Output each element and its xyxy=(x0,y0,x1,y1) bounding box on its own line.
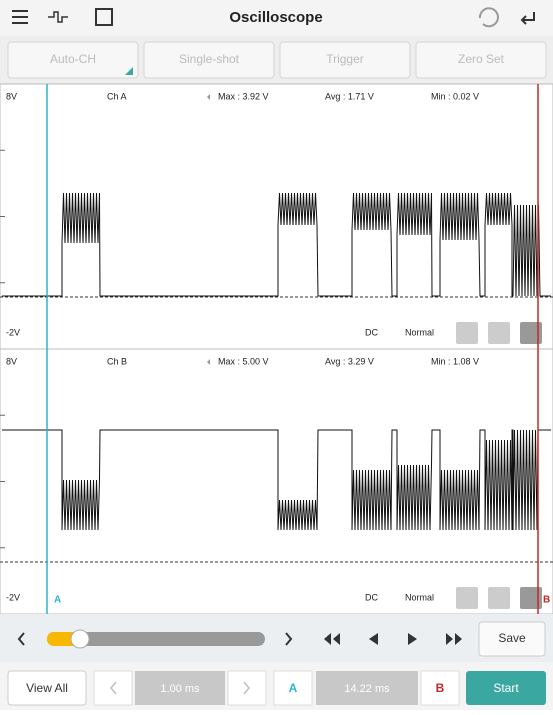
avg-value: Avg : 1.71 V xyxy=(325,91,374,101)
top-voltage: 8V xyxy=(6,91,17,101)
signal-icon[interactable] xyxy=(48,11,68,23)
start-text: Start xyxy=(493,681,519,695)
toolbar-button-label: Trigger xyxy=(326,52,364,66)
coupling: DC xyxy=(365,592,378,602)
bottom-voltage: -2V xyxy=(6,327,20,337)
min-value: Min : 1.08 V xyxy=(431,356,479,366)
time-base-box xyxy=(135,671,225,705)
step-forward-icon[interactable] xyxy=(408,633,417,645)
back-icon[interactable] xyxy=(520,12,535,25)
header-icons xyxy=(12,7,535,28)
toolbar-button[interactable] xyxy=(415,41,547,79)
cursor-b-button[interactable] xyxy=(420,670,460,706)
toolbar-button-label: Single-shot xyxy=(179,52,240,66)
step-back-icon[interactable] xyxy=(369,633,378,645)
cursor-b-label: B xyxy=(543,595,550,606)
channel-panel xyxy=(0,83,553,350)
save-button[interactable] xyxy=(478,621,546,657)
toolbar-button-label: Zero Set xyxy=(458,52,505,66)
toolbar-button[interactable] xyxy=(7,41,139,79)
next-icon[interactable] xyxy=(285,632,293,646)
settings-icon[interactable] xyxy=(12,10,28,24)
rewind-icon[interactable] xyxy=(324,633,340,645)
dropdown-corner xyxy=(125,67,133,75)
toolbar-button-label: Auto-CH xyxy=(50,52,96,66)
delete-icon[interactable] xyxy=(456,322,478,344)
cursor-a-button[interactable] xyxy=(273,670,313,706)
min-value: Min : 0.02 V xyxy=(431,91,479,101)
waveform xyxy=(2,429,551,531)
channel-panel xyxy=(0,348,553,615)
decrease-button[interactable] xyxy=(93,670,133,706)
slider-track[interactable] xyxy=(47,632,265,646)
forward-icon[interactable] xyxy=(446,633,462,645)
move-icon[interactable] xyxy=(488,322,510,344)
refresh-icon[interactable] xyxy=(478,7,499,28)
cursor-a-label: A xyxy=(54,595,61,606)
trigger-mode: Normal xyxy=(405,327,434,337)
title: Oscilloscope xyxy=(229,9,322,26)
delete-icon[interactable] xyxy=(456,587,478,609)
max-arrow xyxy=(207,359,210,365)
slider-thumb[interactable] xyxy=(70,629,90,649)
delta-time: 14.22 ms xyxy=(344,683,390,695)
max-value: Max : 5.00 V xyxy=(218,356,269,366)
waveform xyxy=(2,192,551,297)
save-icon[interactable] xyxy=(95,8,113,26)
max-arrow xyxy=(207,94,210,100)
prev-icon[interactable] xyxy=(17,632,25,646)
coupling: DC xyxy=(365,327,378,337)
decrease-icon xyxy=(110,681,117,695)
save-text: Save xyxy=(498,631,526,645)
avg-value: Avg : 3.29 V xyxy=(325,356,374,366)
toolbar-button[interactable] xyxy=(279,41,411,79)
bottom-voltage: -2V xyxy=(6,592,20,602)
toolbar-button[interactable] xyxy=(143,41,275,79)
view-all-text: View All xyxy=(26,681,68,695)
expand-icon[interactable] xyxy=(520,587,542,609)
channel-name: Ch A xyxy=(107,91,127,101)
cursor-a-text: A xyxy=(289,681,298,695)
trigger-mode: Normal xyxy=(405,592,434,602)
time-base: 1.00 ms xyxy=(160,683,200,695)
top-voltage: 8V xyxy=(6,356,17,366)
expand-icon[interactable] xyxy=(520,322,542,344)
max-value: Max : 3.92 V xyxy=(218,91,269,101)
increase-button[interactable] xyxy=(227,670,267,706)
view-all-button[interactable] xyxy=(7,670,87,706)
delta-box xyxy=(316,671,418,705)
cursor-b-text: B xyxy=(436,681,445,695)
increase-icon xyxy=(243,681,250,695)
channel-name: Ch B xyxy=(107,356,127,366)
header-bar xyxy=(0,0,553,36)
playback-icons xyxy=(324,633,462,645)
move-icon[interactable] xyxy=(488,587,510,609)
start-button[interactable] xyxy=(466,671,546,705)
